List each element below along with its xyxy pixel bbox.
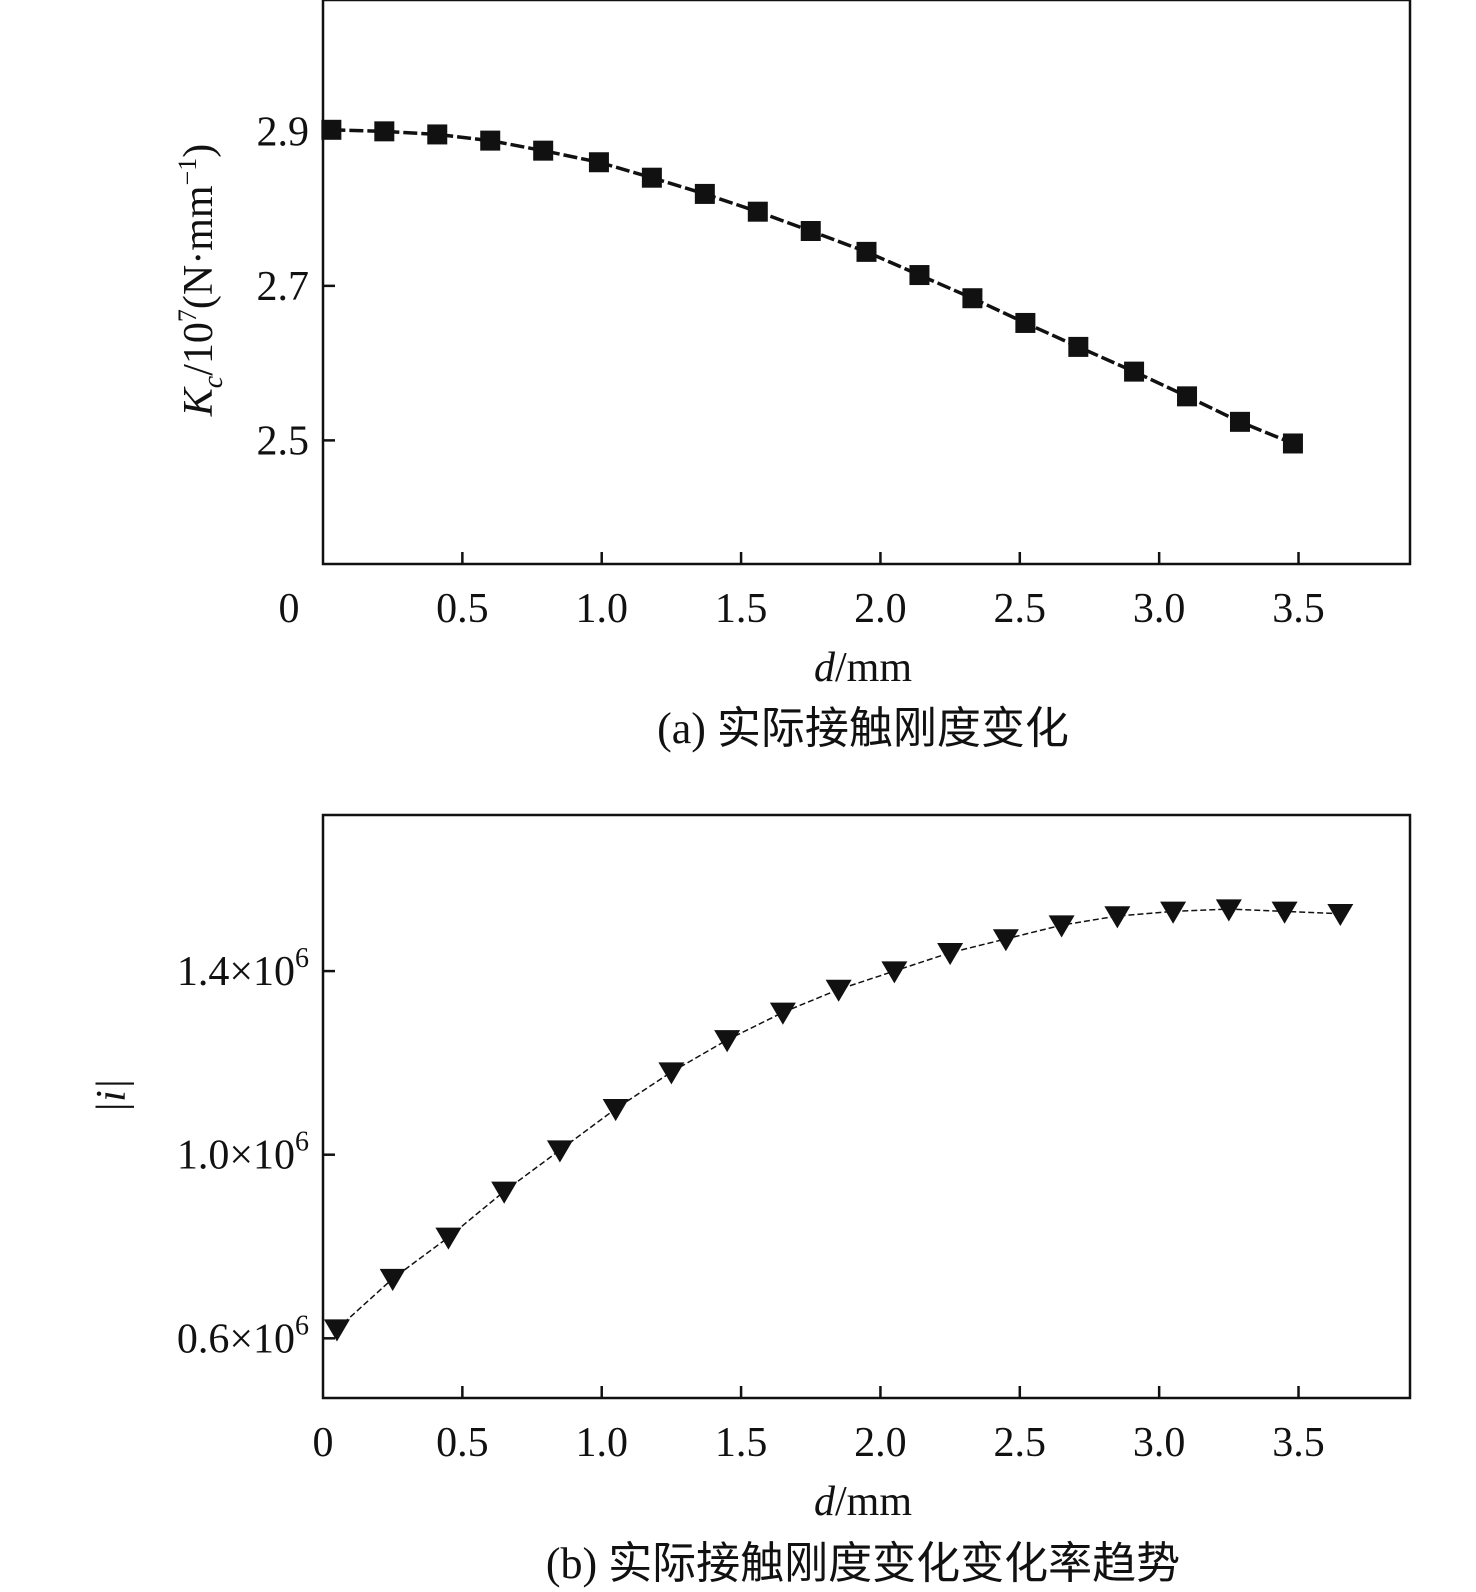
chart-b-data-point [602, 1099, 629, 1122]
chart-b-data-point [379, 1268, 406, 1291]
chart-a-title: (a) 实际接触刚度变化 [657, 704, 1069, 753]
chart-b-data-point [937, 942, 964, 966]
chart-b-y-tick-label: 0.6×106 [177, 1310, 309, 1362]
chart-a-series-line [331, 128, 1294, 446]
chart-a-data-point [1282, 433, 1303, 454]
chart-a-y-tick-label: 2.7 [257, 264, 310, 310]
chart-b-x-tick-label: 0.5 [436, 1420, 489, 1466]
chart-b-series-line [336, 908, 1341, 1330]
chart-b-data-point [1271, 901, 1298, 924]
chart-a-data-point [856, 241, 877, 262]
chart-b-x-tick-label: 3.5 [1272, 1420, 1325, 1466]
chart-b-x-tick-label: 2.0 [854, 1420, 907, 1466]
chart-b: 0 0.5 1.0 1.5 2.0 2.5 3.0 3.5 0.6×106 1.0×106 1.4… [89, 813, 1412, 1588]
chart-a-data-point [533, 140, 554, 161]
chart-b-y-axis: 0.6×106 1.0×106 1.4×106 [177, 943, 335, 1362]
chart-a-data-point [480, 130, 501, 151]
chart-a-data-point [427, 124, 448, 145]
chart-a-x-tick-label: 3.5 [1272, 586, 1325, 632]
chart-a-data-point [588, 152, 609, 173]
chart-b-plot-frame [321, 813, 1412, 1400]
chart-a-data-point [747, 201, 768, 222]
chart-b-data-point [658, 1062, 685, 1085]
chart-b-data-point [435, 1227, 462, 1250]
chart-b-x-tick-label: 3.0 [1133, 1420, 1186, 1466]
chart-a-data-point [800, 221, 821, 242]
chart-b-data-point [825, 979, 852, 1002]
chart-a-plot-frame [321, 0, 1412, 566]
chart-b-data-point [769, 1002, 796, 1025]
chart-b-data-point [323, 1319, 350, 1342]
chart-b-data-point [714, 1030, 741, 1053]
chart-b-x-tick-label: 2.5 [994, 1420, 1047, 1466]
chart-b-title: (b) 实际接触刚度变化变化率趋势 [546, 1539, 1180, 1588]
chart-b-data-point [881, 961, 908, 984]
chart-b-x-tick-label: 1.5 [715, 1420, 768, 1466]
chart-a-data-point [374, 121, 395, 142]
chart-b-x-axis: 0 0.5 1.0 1.5 2.0 2.5 3.0 3.5 [313, 1386, 1325, 1466]
chart-a-data-point [694, 183, 715, 204]
chart-a-x-axis-label: d/mm [814, 645, 912, 691]
chart-a-data-point [1124, 361, 1145, 382]
chart-a-x-tick-label: 1.5 [715, 586, 768, 632]
chart-b-data-point [491, 1181, 518, 1204]
chart-a-x-tick-label: 3.0 [1133, 586, 1186, 632]
chart-b-data-point [1048, 915, 1075, 938]
chart-a-data-point [321, 119, 342, 140]
chart-b-y-tick-label: 1.0×106 [177, 1127, 309, 1179]
chart-b-data-point [1327, 903, 1354, 927]
chart-a-data-point [1068, 336, 1089, 357]
chart-a-data-point [962, 288, 983, 309]
chart-a-data-point [641, 167, 662, 188]
chart-a-x-tick-label: 0.5 [436, 586, 489, 632]
chart-b-data-point [1160, 901, 1187, 924]
svg-text:Kc/107(N·mm−1): Kc/107(N·mm−1) [173, 144, 229, 417]
chart-a-x-tick-label: 2.0 [854, 586, 907, 632]
chart-a-y-tick-label: 2.9 [257, 109, 310, 155]
chart-b-data-point [992, 929, 1019, 952]
chart-a-x-tick-label: 2.5 [994, 586, 1047, 632]
chart-a: 0 0.5 1.0 1.5 2.0 2.5 3.0 3.5 2.5 2.7 2.9 Kc/107(… [173, 0, 1412, 753]
chart-b-x-axis-label: d/mm [814, 1479, 912, 1525]
chart-a-data-point [1229, 411, 1250, 432]
chart-a-x-tick-label: 1.0 [575, 586, 628, 632]
chart-a-data-point [1015, 312, 1036, 333]
chart-b-data-point [546, 1140, 573, 1163]
chart-a-x-tick-label: 0 [279, 586, 300, 632]
chart-b-x-tick-label: 0 [313, 1420, 334, 1466]
chart-b-series [323, 899, 1354, 1342]
chart-a-data-point [1177, 386, 1198, 407]
chart-a-x-axis: 0 0.5 1.0 1.5 2.0 2.5 3.0 3.5 [279, 552, 1325, 632]
chart-b-y-tick-label: 1.4×106 [177, 943, 309, 995]
chart-a-data-point [909, 265, 930, 286]
chart-a-y-axis-label: Kc/107(N·mm−1) [173, 144, 229, 417]
chart-b-y-axis-label: |i| [89, 1079, 135, 1114]
chart-a-series [321, 119, 1303, 454]
chart-a-y-tick-label: 2.5 [257, 418, 310, 464]
chart-b-x-tick-label: 1.0 [575, 1420, 628, 1466]
chart-b-data-point [1215, 899, 1242, 922]
chart-b-data-point [1104, 906, 1131, 929]
